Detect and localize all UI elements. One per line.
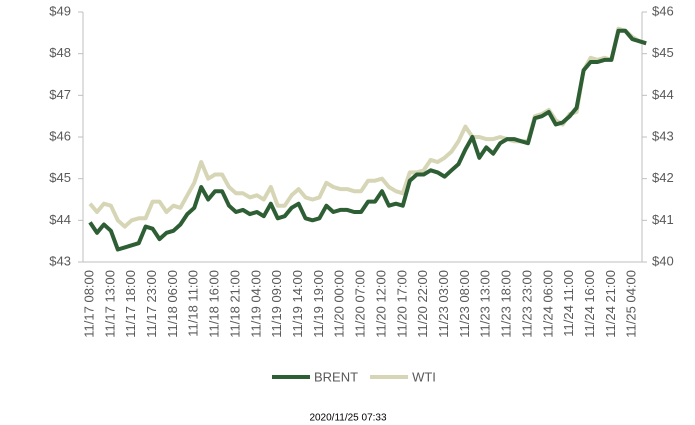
y2-tick-label: $41 [652, 212, 674, 227]
y2-tick-label: $46 [652, 3, 674, 18]
x-tick-label: 11/25 04:00 [624, 270, 639, 338]
x-tick-label: 11/23 18:00 [499, 270, 514, 338]
y2-tick-label: $43 [652, 128, 674, 143]
x-tick-label: 11/20 22:00 [415, 270, 430, 338]
y-tick-label: $49 [49, 3, 71, 18]
x-tick-label: 11/17 18:00 [123, 270, 138, 338]
x-tick-label: 11/20 12:00 [373, 270, 388, 338]
x-tick-label: 11/23 23:00 [519, 270, 534, 338]
x-tick-label: 11/24 06:00 [540, 270, 555, 338]
x-tick-label: 11/18 06:00 [165, 270, 180, 338]
x-tick-label: 11/24 16:00 [582, 270, 597, 338]
y-tick-label: $43 [49, 253, 71, 268]
x-tick-label: 11/20 17:00 [394, 270, 409, 338]
footnote: 2020/11/25 07:33 [309, 413, 387, 424]
x-tick-label: 11/20 00:00 [332, 270, 347, 338]
y-tick-label: $46 [49, 128, 71, 143]
y2-tick-label: $40 [652, 253, 674, 268]
x-tick-label: 11/17 23:00 [144, 270, 159, 338]
x-tick-label: 11/23 03:00 [436, 270, 451, 338]
x-tick-label: 11/18 16:00 [207, 270, 222, 338]
x-tick-label: 11/19 19:00 [311, 270, 326, 338]
x-tick-label: 11/17 13:00 [102, 270, 117, 338]
x-tick-label: 11/19 14:00 [290, 270, 305, 338]
y2-tick-label: $45 [652, 45, 674, 60]
x-tick-label: 11/17 08:00 [81, 270, 96, 338]
x-tick-label: 11/24 11:00 [561, 270, 576, 337]
y-tick-label: $47 [49, 87, 71, 102]
y2-tick-label: $42 [652, 170, 674, 185]
x-tick-label: 11/24 21:00 [603, 270, 618, 338]
legend-label: WTI [412, 369, 436, 384]
y-tick-label: $45 [49, 170, 71, 185]
x-tick-label: 11/20 07:00 [353, 270, 368, 338]
x-tick-label: 11/23 08:00 [457, 270, 472, 338]
legend-label: BRENT [314, 369, 358, 384]
line-series [88, 26, 647, 229]
y2-tick-label: $44 [652, 87, 674, 102]
y-tick-label: $44 [49, 212, 71, 227]
x-tick-label: 11/19 04:00 [248, 270, 263, 338]
x-tick-label: 11/23 13:00 [478, 270, 493, 338]
x-tick-label: 11/18 21:00 [227, 270, 242, 338]
y-tick-label: $48 [49, 45, 71, 60]
x-tick-label: 11/18 11:00 [186, 270, 201, 337]
line-series [88, 28, 647, 252]
x-tick-label: 11/19 09:00 [269, 270, 284, 338]
